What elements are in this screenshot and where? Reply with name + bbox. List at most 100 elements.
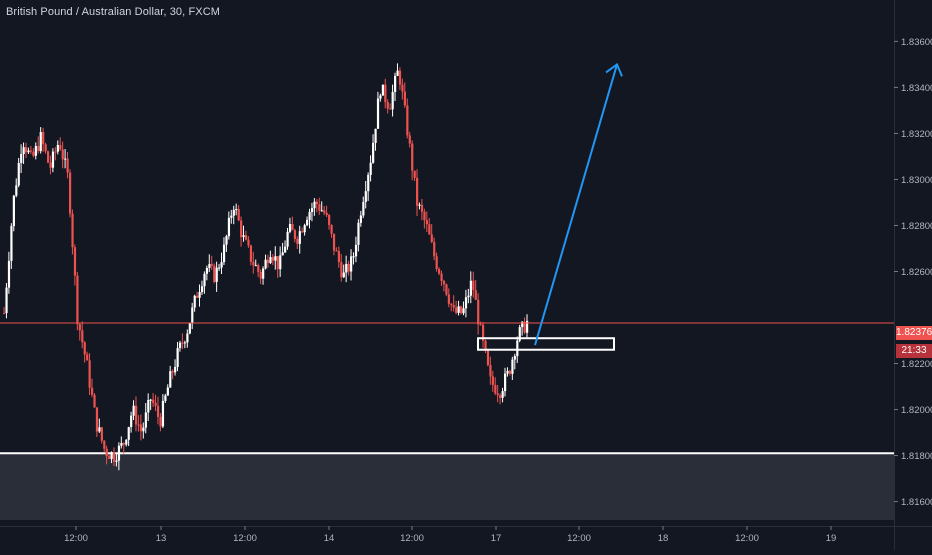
candle-down	[29, 150, 33, 152]
candle-down	[237, 209, 240, 221]
candle-up	[215, 267, 218, 282]
candle-down	[494, 384, 497, 394]
candle-up	[183, 342, 187, 344]
candle-down	[59, 145, 62, 150]
candle-down	[247, 239, 250, 246]
candle-up	[357, 222, 360, 245]
candle-down	[66, 158, 69, 173]
candle-up	[198, 292, 201, 298]
candle-up	[513, 356, 516, 360]
candle-down	[318, 204, 321, 211]
candle-up	[308, 212, 311, 220]
candle-down	[159, 416, 162, 427]
candle-down	[447, 294, 450, 304]
candle-up	[362, 201, 365, 216]
candle-down	[68, 172, 72, 214]
candle-up	[501, 391, 504, 398]
demand-zone-box	[477, 337, 615, 351]
candle-down	[438, 268, 441, 274]
candle-up	[464, 297, 468, 309]
candle-up	[284, 246, 287, 253]
candle-up	[193, 295, 196, 308]
candle-up	[372, 142, 375, 163]
candle-down	[384, 84, 387, 102]
candle-down	[474, 290, 477, 300]
candle-up	[526, 320, 529, 333]
candle-up	[166, 387, 169, 396]
candle-up	[56, 145, 59, 152]
candle-up	[396, 70, 399, 76]
candle-up	[364, 191, 367, 202]
x-tick-label: 12:00	[64, 533, 88, 544]
candle-up	[227, 217, 231, 237]
candle-down	[49, 162, 52, 168]
candle-up	[303, 225, 306, 233]
candle-up	[51, 151, 55, 168]
candle-down	[42, 131, 45, 145]
candle-up	[367, 174, 370, 192]
candle-up	[125, 439, 128, 445]
candle-down	[293, 230, 297, 239]
candle-up	[418, 204, 421, 206]
candle-up	[186, 333, 189, 343]
candle-up	[469, 280, 472, 296]
candle-up	[12, 195, 15, 227]
candle-up	[27, 150, 30, 153]
candle-down	[210, 264, 213, 266]
candle-down	[271, 257, 275, 261]
candle-down	[257, 265, 260, 272]
candle-up	[7, 260, 11, 288]
candle-down	[408, 135, 411, 144]
candle-down	[44, 144, 47, 152]
candle-down	[3, 312, 6, 314]
candle-down	[430, 234, 433, 242]
candle-down	[196, 295, 199, 298]
candle-down	[337, 251, 341, 263]
candle-up	[200, 286, 204, 293]
candle-up	[281, 252, 284, 256]
candle-up	[306, 219, 309, 226]
candle-down	[276, 256, 279, 270]
candle-up	[164, 395, 167, 401]
candle-up	[394, 75, 397, 92]
symbol-title: British Pound / Australian Dollar, 30, F…	[6, 6, 221, 18]
candle-up	[20, 154, 23, 163]
candle-down	[134, 405, 138, 425]
candle-up	[169, 371, 172, 388]
candle-down	[88, 360, 91, 388]
candle-down	[489, 365, 492, 377]
candle-up	[120, 443, 123, 446]
candle-down	[499, 395, 502, 398]
y-tick-label: 1.82600	[901, 267, 932, 278]
candle-down	[433, 241, 436, 257]
candle-down	[73, 247, 77, 276]
candle-down	[420, 204, 424, 212]
candle-down	[406, 105, 409, 136]
candle-down	[452, 305, 455, 308]
candle-up	[352, 256, 355, 258]
candle-up	[274, 256, 277, 261]
candle-down	[411, 143, 414, 171]
candle-up	[310, 208, 314, 213]
candle-down	[435, 256, 438, 269]
candle-up	[298, 231, 301, 244]
x-tick-label: 17	[491, 533, 502, 544]
candle-up	[225, 236, 228, 245]
projection-arrowhead	[605, 62, 623, 77]
candle-down	[340, 262, 343, 278]
candle-up	[506, 370, 509, 374]
candle-up	[320, 210, 323, 212]
candle-down	[413, 170, 416, 178]
candle-down	[523, 321, 526, 333]
candle-down	[484, 340, 487, 351]
candle-up	[350, 256, 353, 272]
candle-up	[191, 307, 194, 324]
candle-up	[376, 98, 380, 129]
candle-down	[332, 233, 336, 251]
candle-up	[379, 95, 382, 99]
y-tick-label: 1.83200	[901, 129, 932, 140]
candle-up	[178, 342, 182, 349]
candle-up	[521, 321, 524, 328]
